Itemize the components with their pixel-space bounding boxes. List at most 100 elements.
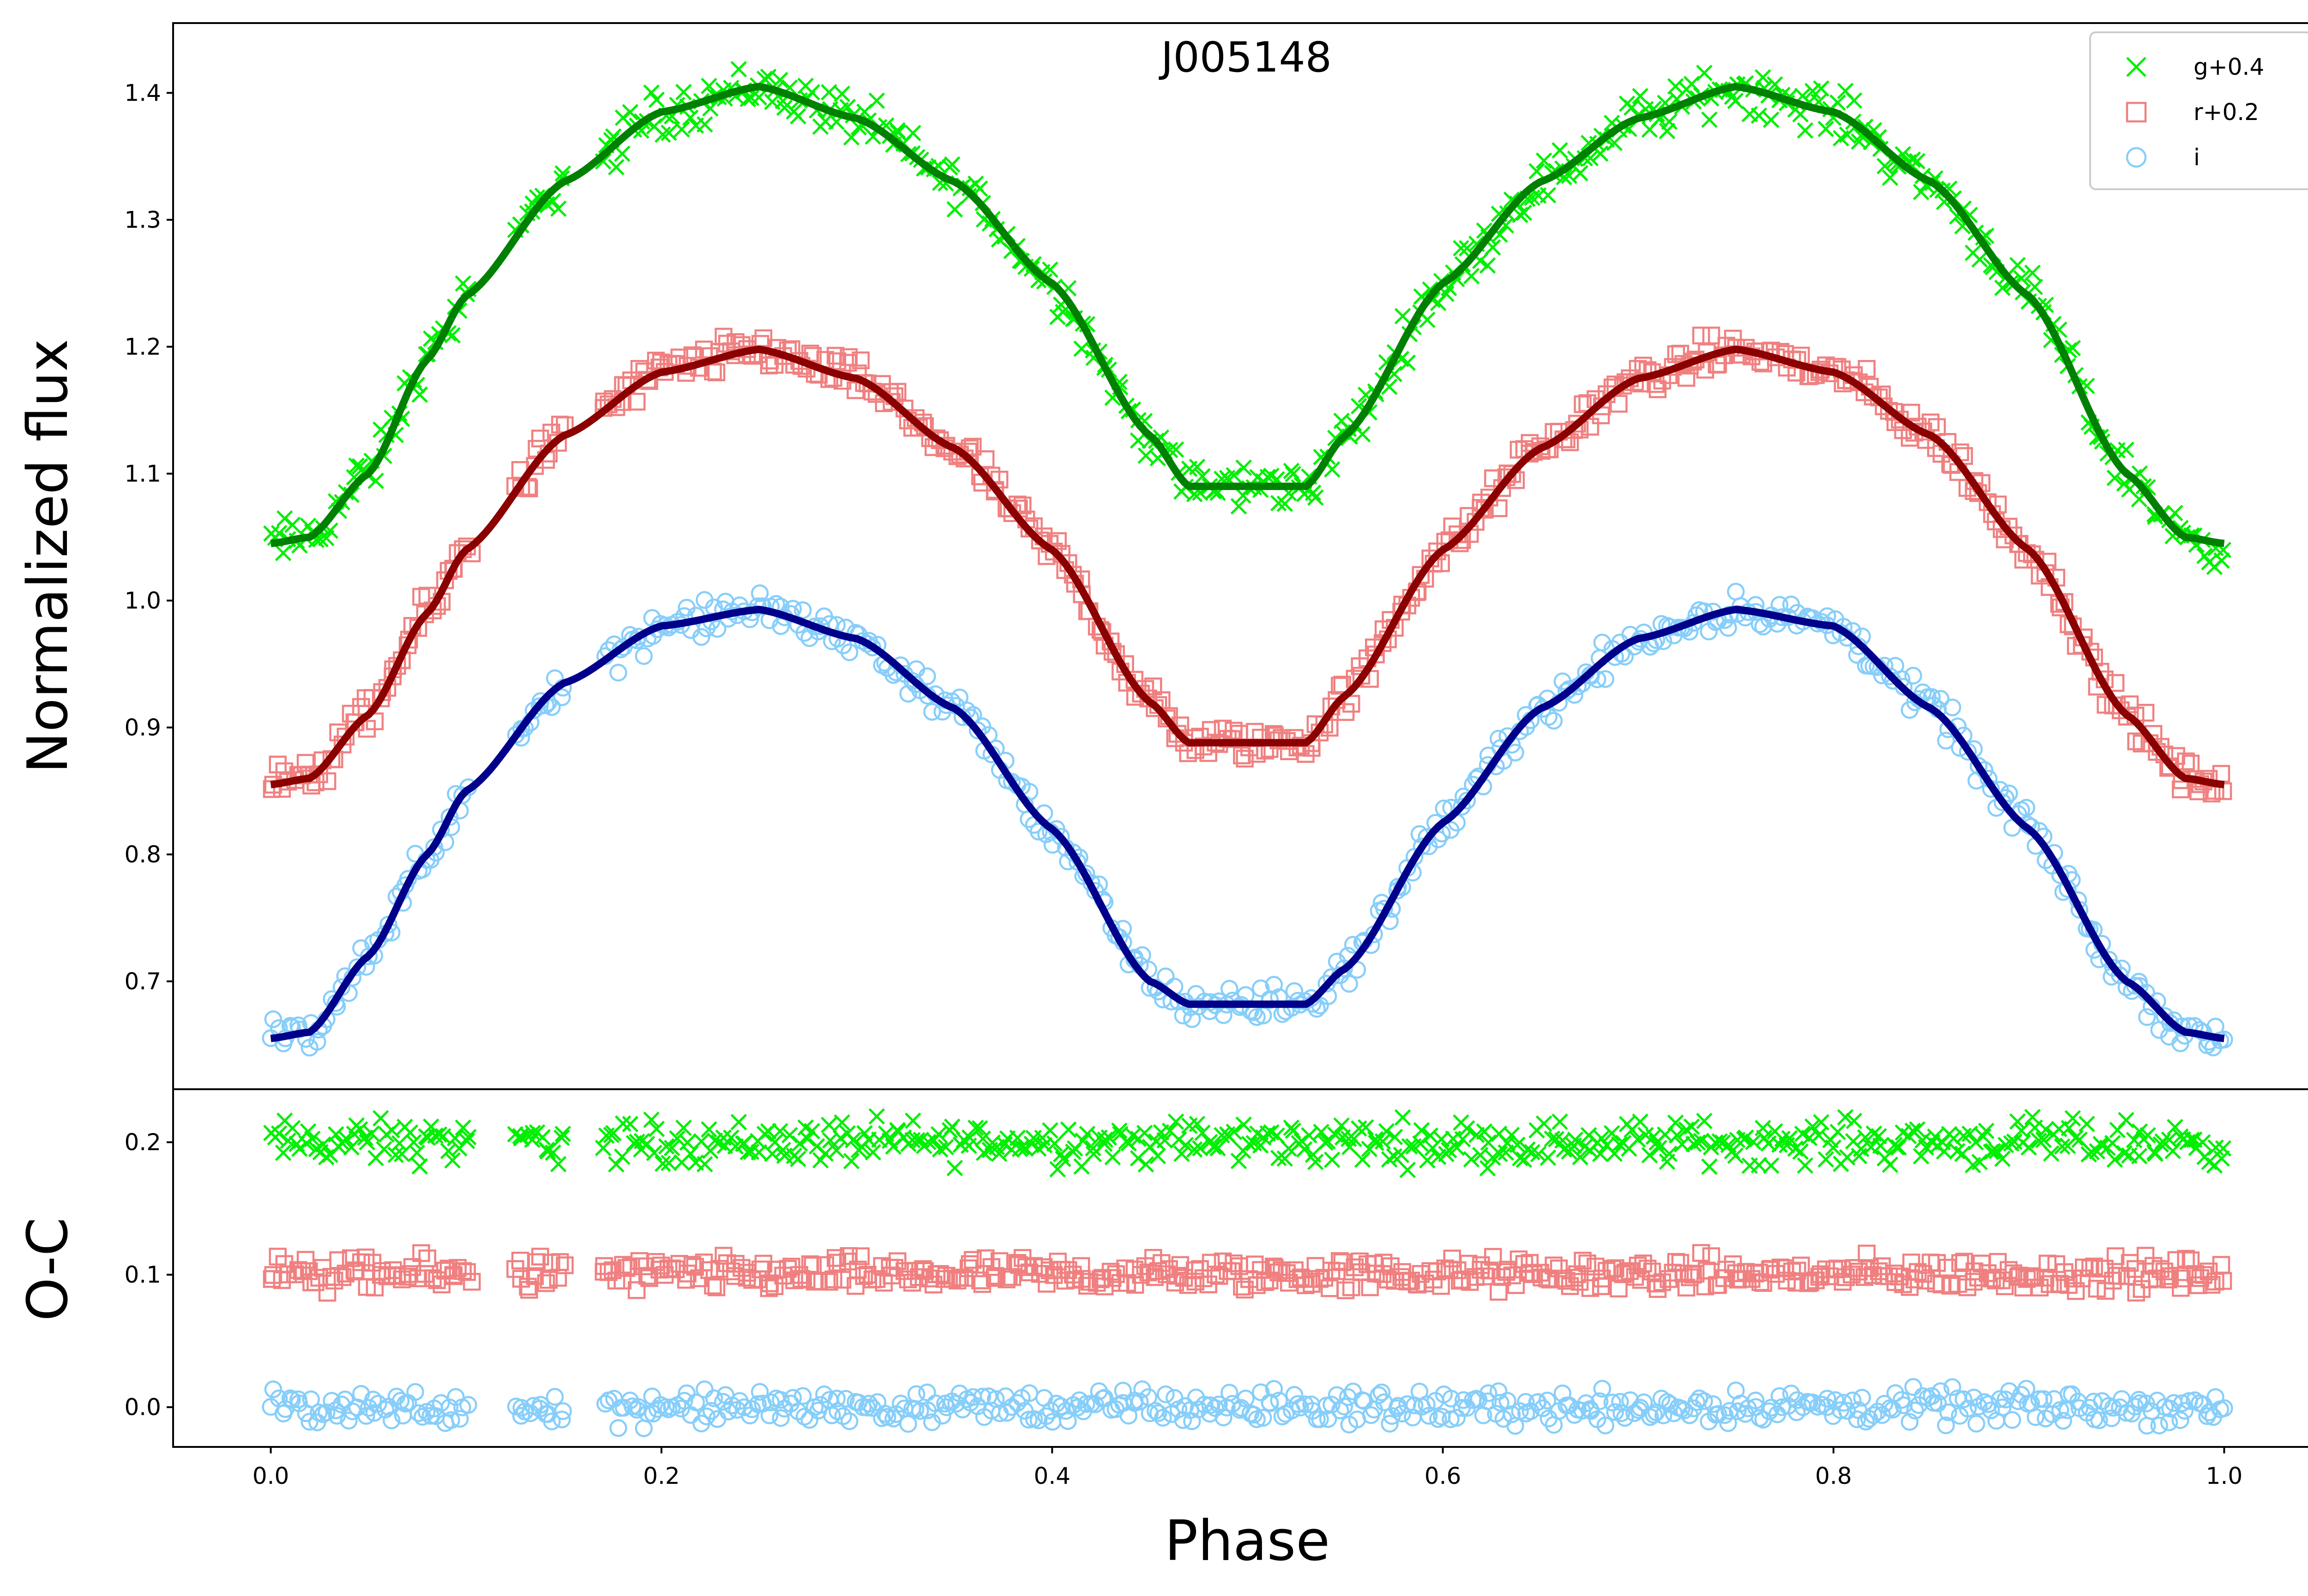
i-residual-point (2173, 1394, 2191, 1412)
g-residual-point (2194, 1134, 2211, 1151)
r-residual-point (1629, 1256, 1647, 1275)
g-residual-point (1149, 1147, 1166, 1164)
i-flux-point (840, 643, 859, 661)
g-residual-point (1301, 1127, 1317, 1144)
r-residual-point (458, 1263, 476, 1281)
flux-panel: 0.7 0.8 0.9 1.0 1.1 1.2 1.3 1.4 J005148 g+0.4 r+… (16, 22, 2308, 1090)
g-residual-point (1787, 1140, 1804, 1157)
r-residual-point (2064, 1270, 2082, 1288)
i-residual-point (1372, 1383, 1391, 1402)
g-residual-point (1042, 1122, 1058, 1139)
r-residual-point (998, 1270, 1016, 1289)
r-residual-point (1402, 1272, 1420, 1290)
g-residual-point (1226, 1123, 1242, 1140)
i-residual-point (1603, 1393, 1622, 1411)
i-residual-point (609, 1419, 627, 1437)
r-residual-point (1521, 1264, 1539, 1282)
g-flux-point (1226, 467, 1242, 484)
g-residual-point (1104, 1149, 1121, 1165)
g-residual-point (1978, 1122, 1995, 1140)
r-residual-point (2177, 1250, 2195, 1268)
r-residual-point (1969, 1268, 1987, 1287)
r-residual-point (852, 1247, 870, 1266)
r-residual-point (1476, 1267, 1494, 1285)
g-residual-point (944, 1118, 961, 1135)
g-residual-point (275, 1145, 292, 1161)
r-residual-point (840, 1247, 858, 1265)
g-flux-point (2026, 278, 2043, 295)
g-flux-point (1839, 126, 1856, 143)
i-flux-point (2017, 798, 2036, 817)
g-residual-point (643, 1111, 660, 1128)
g-residual-point (270, 1125, 288, 1142)
g-residual-point (1949, 1143, 1965, 1159)
g-residual-point (1881, 1156, 1899, 1173)
g-flux-point (1994, 279, 2011, 296)
r-residual-point (683, 1256, 702, 1274)
legend-label-i: i (2194, 144, 2200, 171)
x-axis-ticks: 0.0 0.2 0.4 0.6 0.8 1.0 (252, 1447, 2242, 1489)
g-residual-point (1797, 1157, 1814, 1174)
g-residual-point (1606, 1145, 1623, 1162)
flux-y-tick-label: 1.2 (124, 333, 161, 360)
g-residual-point (843, 1152, 860, 1170)
i-residual-point (1959, 1399, 1977, 1418)
g-residual-point (1049, 1161, 1066, 1178)
r-residual-point (551, 1253, 569, 1271)
r-residual-point (2004, 1264, 2023, 1282)
g-residual-point (2167, 1119, 2183, 1135)
g-flux-point (760, 68, 777, 85)
r-flux-point (1922, 413, 1940, 432)
i-residual-point (1469, 1391, 1488, 1409)
g-flux-point (1189, 458, 1206, 475)
i-residual-point (2215, 1399, 2233, 1417)
g-residual-point (760, 1123, 777, 1140)
g-flux-point (1463, 268, 1480, 284)
g-residual-point (1136, 1125, 1153, 1141)
g-flux-point (622, 104, 639, 120)
g-flux-point (1551, 142, 1568, 159)
r-flux-point (1574, 395, 1592, 414)
g-flux-point (1750, 107, 1767, 124)
g-residual-point (1137, 1156, 1154, 1173)
i-flux-point (1848, 646, 1866, 664)
g-flux-point (834, 85, 850, 102)
g-flux-point (905, 125, 921, 142)
g-residual-point (1323, 1152, 1340, 1168)
r-flux-point (1484, 469, 1502, 487)
i-residual-point (1420, 1407, 1438, 1425)
i-residual-point (1996, 1391, 2014, 1409)
i-flux-point (2161, 1014, 2179, 1032)
r-flux-point (1568, 414, 1586, 433)
g-residual-point (1419, 1152, 1436, 1169)
i-flux-point (751, 584, 769, 602)
i-residual-point (705, 1389, 723, 1407)
i-residual-point (323, 1392, 341, 1410)
r-residual-point (2167, 1251, 2185, 1269)
flux-y-ticks: 0.7 0.8 0.9 1.0 1.1 1.2 1.3 1.4 (124, 79, 173, 995)
g-residual-point (1701, 1158, 1718, 1175)
g-residual-point (974, 1130, 991, 1147)
r-residual-point (1565, 1269, 1583, 1287)
g-residual-point (655, 1155, 671, 1172)
g-residual-point (405, 1134, 422, 1151)
r-residual-point (903, 1273, 921, 1292)
i-residual-point (2090, 1411, 2108, 1429)
g-residual-point (1661, 1145, 1678, 1162)
r-residual-point (1507, 1276, 1525, 1294)
i-residual-point (1479, 1392, 1497, 1410)
g-residual-point (2131, 1123, 2148, 1140)
g-residual-point (1194, 1124, 1211, 1141)
i-residual-point (1844, 1392, 1862, 1410)
i-residual-point (1254, 1409, 1272, 1427)
r-flux-point (1503, 465, 1521, 483)
i-residual-point (2176, 1402, 2194, 1420)
r-flux-point (852, 351, 870, 370)
r-residual-point (990, 1252, 1009, 1270)
i-residual-point (1695, 1392, 1713, 1410)
g-flux-point (751, 89, 768, 106)
g-residual-point (1988, 1143, 2005, 1159)
i-residual-point (546, 1388, 564, 1406)
r-residual-point (849, 1260, 867, 1278)
residual-y-axis-label: O-C (16, 1218, 80, 1321)
